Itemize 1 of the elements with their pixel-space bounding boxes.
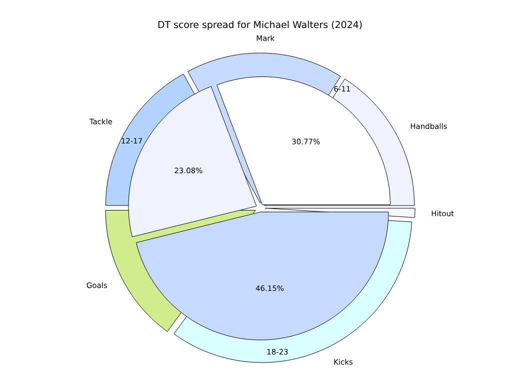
chart-title: DT score spread for Michael Walters (2024) [158, 20, 362, 30]
